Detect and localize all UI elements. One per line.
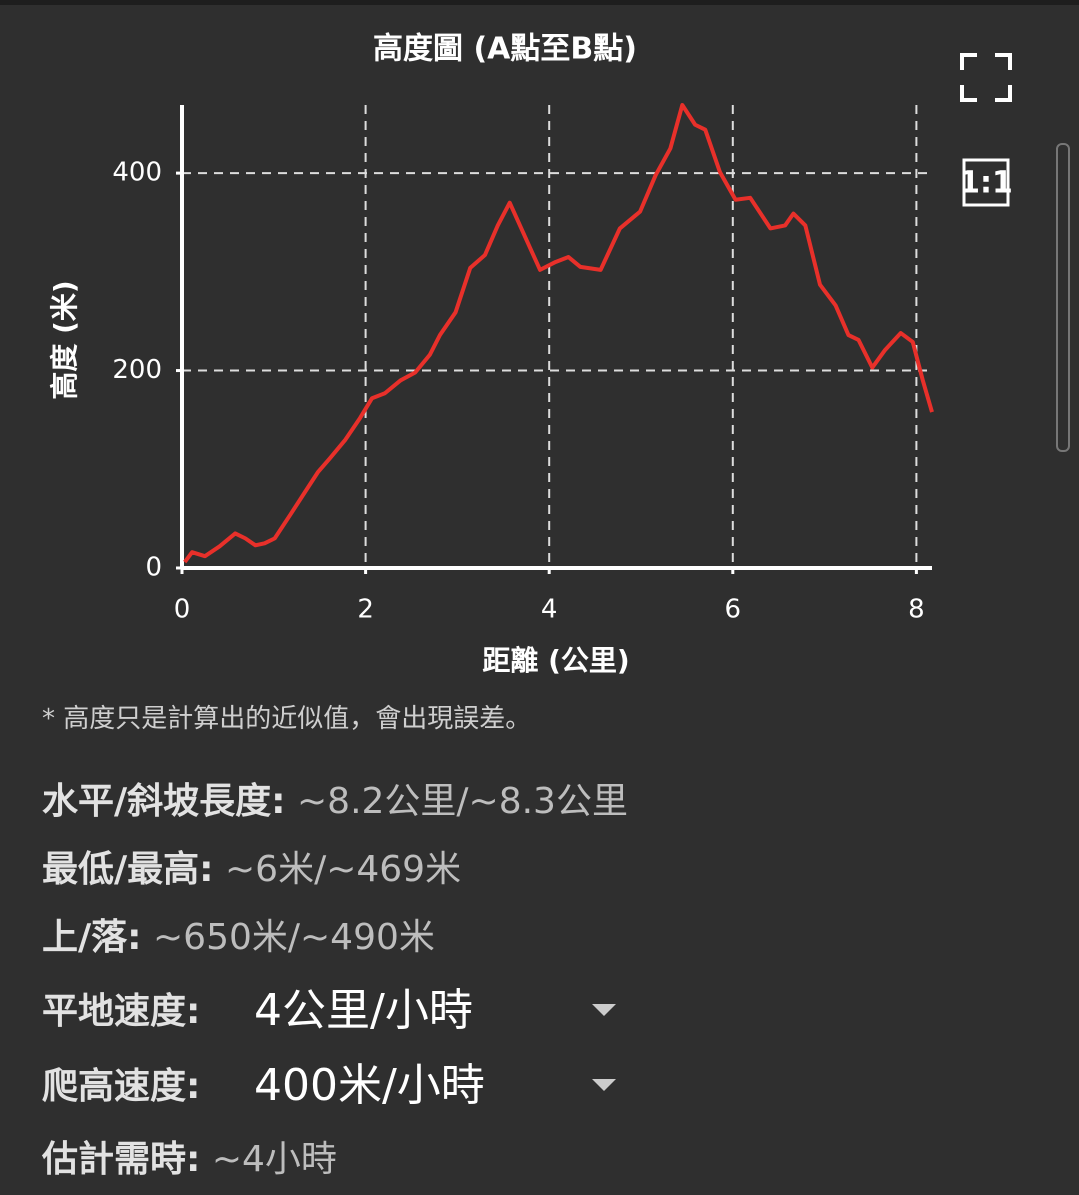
fullscreen-button[interactable] — [960, 53, 1012, 102]
x-tick-label: 6 — [725, 595, 742, 625]
stat-value: ~8.2公里/~8.3公里 — [297, 781, 628, 822]
y-tick-label: 400 — [112, 158, 162, 188]
dropdown-arrow — [592, 1004, 616, 1016]
y-tick-label: 200 — [112, 355, 162, 385]
ratio-button[interactable]: 1:1 — [959, 158, 1013, 207]
top-strip — [0, 0, 1079, 5]
stat-label: 水平/斜坡長度: — [42, 781, 286, 822]
dropdown-arrow — [592, 1079, 616, 1091]
stat-label: 上/落: — [42, 917, 142, 958]
note: * 高度只是計算出的近似值，會出現誤差。 — [42, 704, 532, 734]
stat-row: 上/落: ~650米/~490米 — [42, 908, 435, 960]
stat-label: 爬高速度: — [42, 1066, 201, 1107]
x-tick-label: 2 — [357, 595, 374, 625]
chart-title: 高度圖 (A點至B點) — [373, 32, 637, 67]
x-axis-label: 距離 (公里) — [482, 644, 629, 677]
scrollbar[interactable] — [1056, 143, 1070, 452]
stat-label: 平地速度: — [42, 991, 201, 1032]
y-tick-label: 0 — [145, 553, 162, 583]
stat-value: ~650米/~490米 — [153, 917, 435, 958]
stat-value: ~4小時 — [211, 1139, 337, 1180]
stat-label: 最低/最高: — [42, 849, 214, 890]
stat-row[interactable]: 平地速度: 4公里/小時 — [42, 982, 616, 1036]
stat-value: ~6米/~469米 — [225, 849, 462, 890]
x-tick-label: 0 — [174, 595, 191, 625]
elevation-line — [183, 103, 934, 564]
stat-row: 水平/斜坡長度: ~8.2公里/~8.3公里 — [42, 772, 628, 824]
stat-row[interactable]: 爬高速度: 400米/小時 — [42, 1057, 616, 1111]
speed-value: 4公里/小時 — [254, 985, 473, 1036]
ratio-label: 1:1 — [959, 166, 1013, 201]
x-tick-label: 4 — [541, 595, 558, 625]
speed-value: 400米/小時 — [254, 1060, 485, 1111]
x-tick-label: 8 — [908, 595, 925, 625]
stat-row: 最低/最高: ~6米/~469米 — [42, 840, 461, 892]
y-axis-label: 高度 (米) — [48, 280, 81, 399]
chart: 高度圖 (A點至B點) 高度 (米) 距離 (公里) 1:1 0 200 400 0 2… — [48, 32, 1013, 678]
stat-label: 估計需時: — [42, 1139, 201, 1180]
stat-row: 估計需時: ~4小時 — [42, 1130, 337, 1182]
